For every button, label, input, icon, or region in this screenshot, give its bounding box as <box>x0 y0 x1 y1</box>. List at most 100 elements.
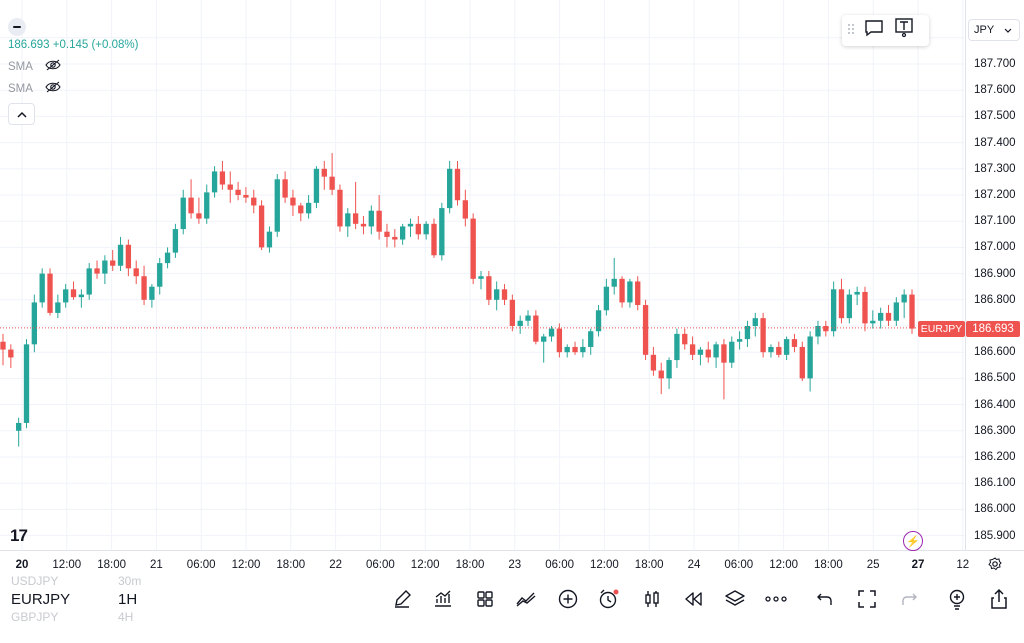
candle-body <box>791 339 798 347</box>
interval-selector[interactable]: 1H <box>118 591 138 608</box>
eye-hidden-icon[interactable] <box>45 59 61 74</box>
candle-body <box>783 339 790 355</box>
time-axis[interactable]: 20 12:00 18:00 21 06:00 12:00 18:00 22 06:00 12:0… <box>0 550 1024 578</box>
candle-body <box>525 315 531 321</box>
candle-body <box>877 312 884 321</box>
candle <box>752 312 758 337</box>
templates-icon[interactable] <box>474 588 496 610</box>
ideas-icon[interactable] <box>946 588 968 610</box>
price-axis[interactable]: 187.700 187.600 187.500 187.400 187.300 187.2… <box>965 0 1024 550</box>
candle-body <box>172 229 179 253</box>
candle-body <box>697 349 704 355</box>
candle-body <box>838 289 845 319</box>
candle <box>783 336 790 361</box>
candle-body <box>337 189 343 227</box>
candle <box>266 226 273 253</box>
candle <box>501 284 508 306</box>
time-axis-label: 06:00 <box>366 559 395 571</box>
candle-body <box>266 231 273 248</box>
replay-icon[interactable] <box>682 588 704 610</box>
candle-body <box>768 346 774 353</box>
candle <box>862 286 868 332</box>
drag-handle-icon[interactable] <box>848 22 854 40</box>
undo-icon[interactable] <box>814 588 836 610</box>
text-tool-icon[interactable] <box>894 18 914 43</box>
candle <box>102 255 108 285</box>
time-axis-label: 12:00 <box>231 559 261 571</box>
candle <box>689 336 696 361</box>
floating-drawing-toolbar[interactable] <box>842 15 929 46</box>
eye-hidden-icon[interactable] <box>45 81 61 96</box>
candle-body <box>815 326 821 337</box>
candle <box>588 328 594 355</box>
share-icon[interactable] <box>988 588 1010 610</box>
symbol-selector[interactable]: EURJPY <box>11 591 71 608</box>
candle <box>556 323 563 358</box>
candle-body <box>533 315 539 342</box>
candle <box>164 247 171 269</box>
candle-body <box>689 344 696 355</box>
candle-body <box>823 326 829 332</box>
comment-icon[interactable] <box>864 19 884 42</box>
time-axis-label: 21 <box>149 559 163 571</box>
candle <box>384 223 390 248</box>
candle-body <box>776 346 782 355</box>
sma-indicator-row[interactable]: SMA <box>8 81 61 96</box>
time-axis-label: 18:00 <box>455 559 485 571</box>
time-axis-label: 06:00 <box>724 559 754 571</box>
candle <box>478 270 484 290</box>
compare-icon[interactable] <box>515 588 537 610</box>
chart-area[interactable] <box>0 0 965 550</box>
candle <box>572 341 578 355</box>
candlestick-chart[interactable] <box>0 0 965 550</box>
candle <box>541 333 547 363</box>
candle-body <box>752 318 758 326</box>
more-icon[interactable] <box>765 588 787 610</box>
settings-gear-icon[interactable] <box>988 557 1002 571</box>
candle <box>368 205 374 235</box>
layers-icon[interactable] <box>724 588 746 610</box>
candle <box>298 202 304 222</box>
candles-icon[interactable] <box>641 588 663 610</box>
candle-body <box>478 276 484 279</box>
candle-body <box>799 346 805 379</box>
candle-body <box>110 260 116 266</box>
candle-body <box>196 213 202 219</box>
candle-body <box>415 223 421 235</box>
tradingview-logo[interactable]: 17 <box>10 526 28 545</box>
candle-body <box>431 223 437 256</box>
candle <box>47 268 53 316</box>
candle <box>337 184 343 232</box>
candle-body <box>133 268 139 277</box>
candle <box>548 326 555 342</box>
candle <box>674 328 680 368</box>
candle-body <box>392 236 398 240</box>
candle <box>846 289 852 324</box>
candle-body <box>211 171 218 193</box>
currency-select[interactable]: JPY <box>968 19 1020 41</box>
time-axis-label: 18:00 <box>276 559 306 571</box>
candle-body <box>274 179 280 232</box>
bolt-icon[interactable]: ⚡ <box>903 531 923 551</box>
candle <box>619 276 625 308</box>
pen-icon[interactable] <box>391 588 413 610</box>
candle <box>345 208 351 237</box>
candle <box>533 310 539 345</box>
candle-body <box>705 349 711 358</box>
candle <box>470 213 476 285</box>
candle <box>39 268 45 308</box>
sma-indicator-row[interactable]: SMA <box>8 59 61 74</box>
candle <box>791 333 798 353</box>
alert-icon[interactable] <box>598 588 620 610</box>
redo-icon[interactable] <box>898 588 920 610</box>
candle <box>666 357 672 389</box>
time-axis-label: 12:00 <box>410 559 440 571</box>
indicators-icon[interactable] <box>432 588 454 610</box>
legend-collapse-button[interactable] <box>8 18 26 36</box>
fullscreen-icon[interactable] <box>856 588 878 610</box>
legend-toggle-button[interactable] <box>8 103 35 125</box>
add-icon[interactable] <box>557 588 579 610</box>
candle <box>760 312 766 358</box>
candle-body <box>658 370 664 379</box>
candle <box>776 341 782 358</box>
